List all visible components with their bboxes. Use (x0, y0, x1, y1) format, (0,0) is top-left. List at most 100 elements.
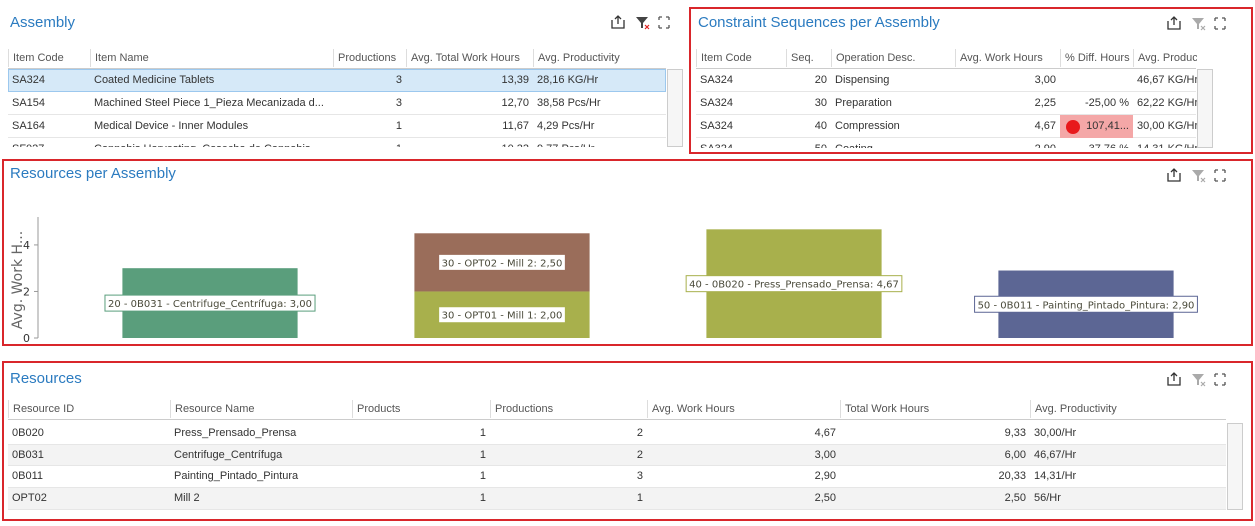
column-header[interactable]: Operation Desc. (831, 49, 955, 67)
table-cell: 1 (395, 120, 402, 132)
table-cell: 12,70 (501, 97, 529, 109)
table-cell: 3 (395, 74, 402, 86)
table-cell: Compression (835, 120, 900, 132)
table-cell: Preparation (835, 97, 892, 109)
table-cell: 40 (814, 120, 827, 132)
table-cell: 1 (333, 138, 406, 147)
filter-clear (644, 24, 650, 30)
column-header[interactable]: Item Code (696, 49, 786, 67)
table-cell: 4,29 Pcs/Hr (537, 120, 595, 132)
data-label: 30 - OPT02 - Mill 2: 2,50 (442, 258, 563, 269)
maximize-icon (1214, 169, 1226, 182)
indicator-dot (1066, 119, 1080, 134)
table-body: SA324 20 Dispensing 3,00 46,67 KG/Hr SA324 30 P… (0, 69, 1255, 149)
table-cell: 9,77 Pcs/Hr (533, 138, 665, 147)
table-cell: 46,67/Hr (1034, 448, 1077, 461)
column-header[interactable]: Products (352, 400, 490, 418)
maximize-icon (658, 16, 670, 29)
table-cell: Coated Medicine Tablets (94, 74, 215, 86)
table-cell: 1 (479, 427, 486, 439)
table-row[interactable] (696, 138, 1196, 149)
column-header[interactable]: Avg. Work Hours (955, 49, 1060, 67)
column-header[interactable]: Avg. Work Hours (647, 400, 840, 418)
data-label-box (974, 295, 1198, 313)
table-cell: 50 (786, 138, 831, 148)
table-row[interactable] (8, 115, 666, 138)
table-cell: SA324 (700, 97, 734, 109)
table-row[interactable] (8, 444, 1226, 467)
table-cell: 3,00 (1034, 74, 1056, 86)
column-header[interactable]: Seq. (786, 49, 831, 67)
table-row[interactable] (8, 92, 666, 115)
toolbar (611, 15, 670, 30)
column-header[interactable]: Productions (490, 400, 647, 418)
filter-icon (1192, 18, 1204, 29)
table-row[interactable] (8, 488, 1226, 510)
table-cell: Machined Steel Piece 1_Pieza Mecanizada … (94, 97, 324, 109)
table-row[interactable] (8, 466, 1226, 489)
header-rule (8, 68, 666, 69)
table-row[interactable] (8, 69, 666, 92)
scrollbar[interactable] (667, 69, 683, 148)
table-cell: 1 (479, 470, 486, 483)
data-label: 20 - 0B031 - Centrifuge_Centrífuga: 3,00 (108, 298, 312, 310)
panel-title: Constraint Sequences per Assembly (698, 14, 940, 31)
toolbar-icons (611, 15, 1226, 387)
column-header[interactable]: Avg. Total Work Hours (406, 49, 533, 67)
table-body: SA324 Coated Medicine Tablets 3 13,39 28,16 … (0, 69, 1255, 148)
table-row[interactable] (8, 138, 666, 148)
highlight-frame (2, 159, 1253, 346)
data-label: 40 - 0B020 - Press_Prensado_Prensa: 4,67 (689, 280, 899, 291)
table-cell: 28,16 KG/Hr (537, 74, 599, 86)
column-header[interactable]: Item Code (8, 49, 90, 67)
toolbar (1167, 16, 1226, 31)
table-cell: -25,00 % (1084, 97, 1129, 109)
table-row[interactable] (8, 423, 1226, 445)
column-header[interactable]: Total Work Hours (840, 400, 1030, 418)
scrollbar[interactable] (1227, 423, 1243, 510)
table-cell: 3 (395, 97, 402, 109)
table-row[interactable] (696, 92, 1196, 115)
export-icon (1167, 168, 1181, 182)
table-cell: SA154 (12, 97, 46, 109)
table-cell: 14,31/Hr (1034, 470, 1077, 483)
table-cell: 38,58 Pcs/Hr (537, 97, 601, 109)
panel-title: Resources (10, 370, 82, 387)
table-cell: Dispensing (835, 74, 890, 86)
table-row[interactable] (696, 69, 1196, 92)
column-header[interactable]: Avg. Productivity (1030, 400, 1225, 418)
column-header[interactable]: Productions (333, 49, 406, 67)
column-header[interactable]: Avg. Productivity (533, 49, 665, 67)
column-header[interactable]: Resource ID (8, 400, 170, 418)
table-cell: 1 (479, 492, 486, 505)
y-tick-label: 2 (23, 285, 30, 298)
y-tick-label: 0 (23, 332, 30, 345)
table-cell: 3 (636, 470, 643, 483)
table-cell: 9,33 (1004, 427, 1026, 439)
export-icon (1167, 16, 1181, 30)
toolbar (1167, 372, 1226, 387)
table-cell: 20,33 (998, 470, 1026, 483)
column-header[interactable]: % Diff. Hours (1060, 49, 1133, 67)
chart-title: Resources per Assembly (10, 165, 176, 182)
table-body: 0B020 Press_Prensado_Prensa 1 2 4,67 9,33 30,0… (0, 423, 1255, 510)
column-header[interactable]: Resource Name (170, 400, 352, 418)
table-cell: Cannabis Harvesting_Cosecha de Cannabis (90, 138, 333, 147)
table-cell: 2,50 (814, 492, 836, 505)
filter-icon (1192, 170, 1204, 181)
column-header[interactable]: Item Name (90, 49, 333, 67)
filter-icon (1192, 374, 1204, 385)
table-cell: SA324 (700, 74, 734, 86)
table-cell: 0B020 (12, 427, 44, 439)
table-cell: 1 (636, 492, 643, 505)
y-tick-label: 4 (23, 239, 30, 252)
table-cell: 56/Hr (1034, 492, 1061, 505)
table-cell: Painting_Pintado_Pintura (174, 470, 299, 483)
table-cell: SA324 (12, 74, 46, 86)
column-header[interactable]: Avg. Producti... (1133, 49, 1197, 67)
maximize-icon (1214, 373, 1226, 386)
toolbar (1167, 168, 1226, 183)
export-icon (1167, 372, 1181, 386)
scrollbar[interactable] (1197, 69, 1213, 149)
